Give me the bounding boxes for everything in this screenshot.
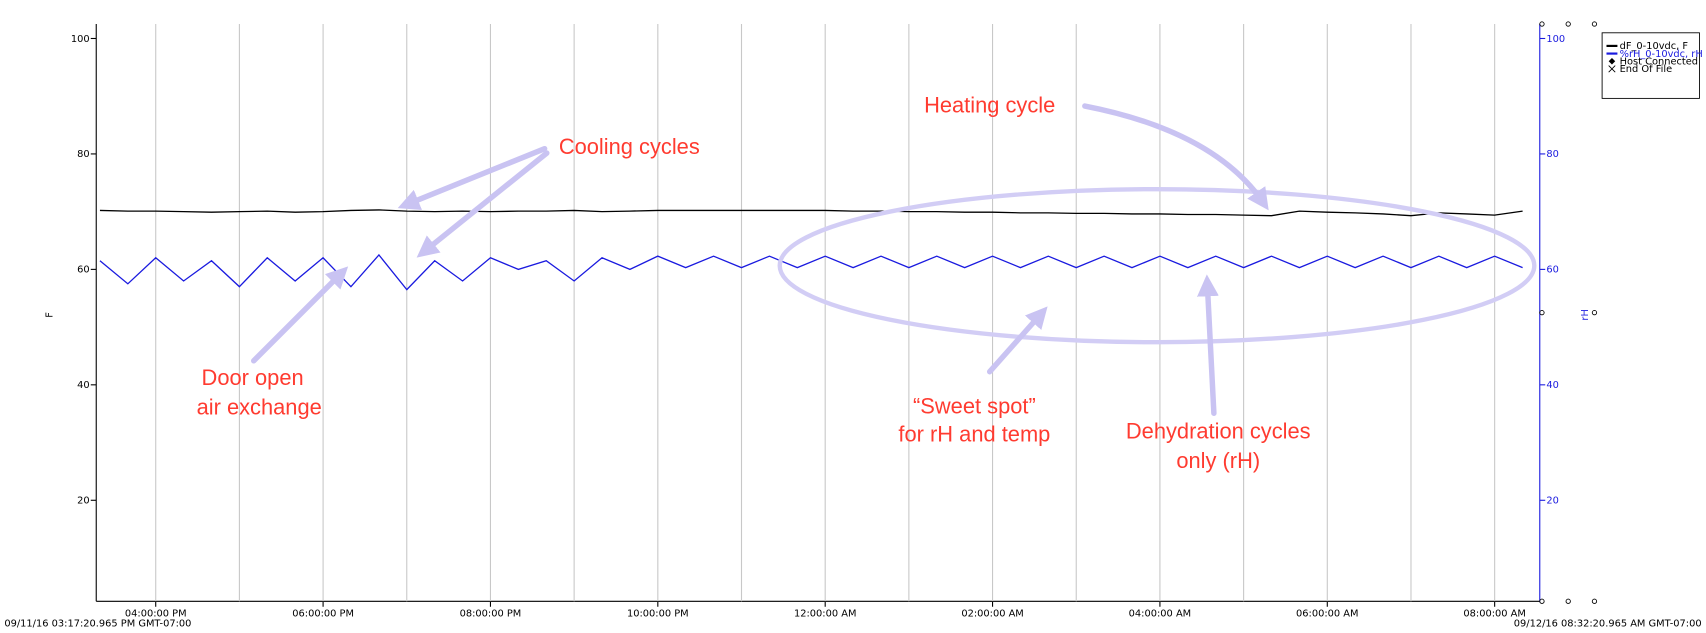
corner-marker (1565, 598, 1571, 604)
annotation: air exchange (197, 394, 322, 419)
arrow (1082, 103, 1269, 211)
annotation: only (rH) (1176, 448, 1260, 473)
y-axis-label: F (44, 312, 55, 318)
x-end-label: 09/12/16 08:32:20.965 AM GMT-07:00 (1514, 618, 1702, 629)
x-tick-label: 08:00:00 AM (1463, 609, 1525, 620)
y2-tick-label: 60 (1546, 265, 1559, 276)
annotation: Door open (202, 365, 304, 390)
legend-box (1601, 32, 1700, 99)
plot (99, 209, 1523, 291)
x-tick-label: 08:00:00 PM (460, 609, 522, 620)
x-tick-label: 04:00:00 PM (125, 609, 187, 620)
corner-marker (1539, 21, 1545, 27)
y2-tick-label: 80 (1546, 149, 1559, 160)
annotation: for rH and temp (898, 422, 1050, 447)
arrow (416, 150, 550, 258)
x-tick-label: 02:00:00 AM (961, 609, 1023, 620)
legend-label: End Of File (1620, 64, 1673, 75)
y2-axis-label: rH (1580, 309, 1591, 320)
arrow (1197, 274, 1219, 416)
corner-marker (1591, 310, 1598, 316)
annotation: Dehydration cycles (1126, 418, 1311, 443)
legend-label: dF_0-10vdc, F (1620, 41, 1689, 52)
corner-marker (1539, 598, 1545, 604)
corner-marker (1539, 310, 1545, 316)
y-tick-label: 80 (77, 149, 90, 160)
corner-marker (1591, 598, 1598, 604)
x-tick-label: 06:00:00 AM (1296, 609, 1358, 620)
grid (90, 21, 1598, 607)
series-line (99, 209, 1523, 217)
legend-label: Host Connected (1620, 57, 1698, 68)
legend-label: %rH_0-10vdc, rH (1620, 49, 1703, 60)
legend-symbol (1608, 57, 1616, 65)
corner-marker (1591, 21, 1598, 27)
arrow (250, 266, 349, 364)
arrow (397, 145, 548, 211)
x-tick-label: 06:00:00 PM (292, 609, 354, 620)
annotation: Cooling cycles (559, 134, 700, 159)
x-tick-label: 10:00:00 PM (627, 609, 689, 620)
y-tick-label: 20 (77, 496, 90, 507)
series-line (99, 253, 1523, 291)
x-tick-label: 12:00:00 AM (794, 609, 856, 620)
x-tick-label: 04:00:00 AM (1129, 609, 1191, 620)
y-tick-label: 40 (77, 380, 90, 391)
highlight-ellipse (777, 186, 1537, 345)
annotation: Heating cycle (924, 93, 1055, 118)
y2-tick-label: 100 (1546, 34, 1565, 45)
corner-marker (1565, 21, 1571, 27)
annotation: “Sweet spot” (913, 393, 1036, 418)
y2-tick-label: 20 (1546, 496, 1559, 507)
x-start-label: 09/11/16 03:17:20.965 PM GMT-07:00 (4, 618, 191, 629)
y-tick-label: 100 (71, 34, 90, 45)
legend-symbol (1608, 65, 1616, 73)
y-tick-label: 60 (77, 265, 90, 276)
arrow (986, 306, 1048, 375)
y2-tick-label: 40 (1546, 380, 1559, 391)
